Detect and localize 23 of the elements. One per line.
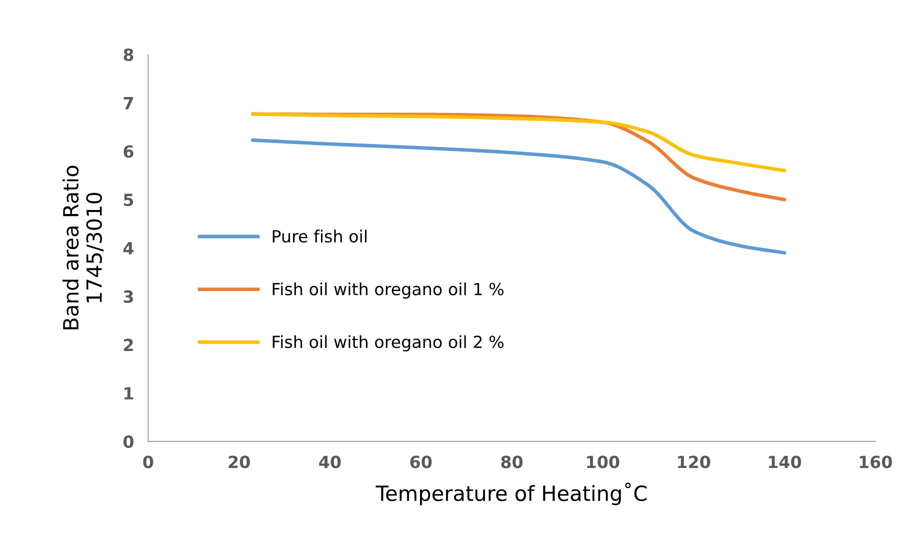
x-tick-label: 20 [228,456,250,468]
legend-label: Pure fish oil [272,230,366,243]
y-tick-label: 0 [123,435,134,448]
y-tick-label: 3 [124,290,133,303]
x-tick-label: 140 [768,456,802,468]
x-tick-label: 40 [319,456,341,468]
legend-label: Fish oil with oregano oil 2 % [272,335,504,352]
x-tick-label: 60 [410,456,432,468]
x-tick-label: 0 [143,456,154,468]
x-tick-label: 120 [678,456,710,468]
x-tick-label: 100 [587,456,620,468]
x-axis-title: Temperature of Heating˚C [376,482,647,506]
y-tick-label: 4 [123,242,134,254]
y-tick-label: 5 [124,194,134,206]
y-tick-label: 1 [124,387,134,400]
y-tick-label: 2 [124,338,133,352]
x-tick-label: 80 [501,456,523,468]
y-tick-label: 7 [124,97,133,110]
x-tick-label: 160 [860,456,892,468]
y-tick-label: 8 [124,48,134,62]
legend-label: Fish oil with oregano oil 1 % [272,282,504,299]
y-axis-title: Band area Ratio 1745/3010 [62,166,104,330]
y-tick-label: 6 [124,145,134,158]
